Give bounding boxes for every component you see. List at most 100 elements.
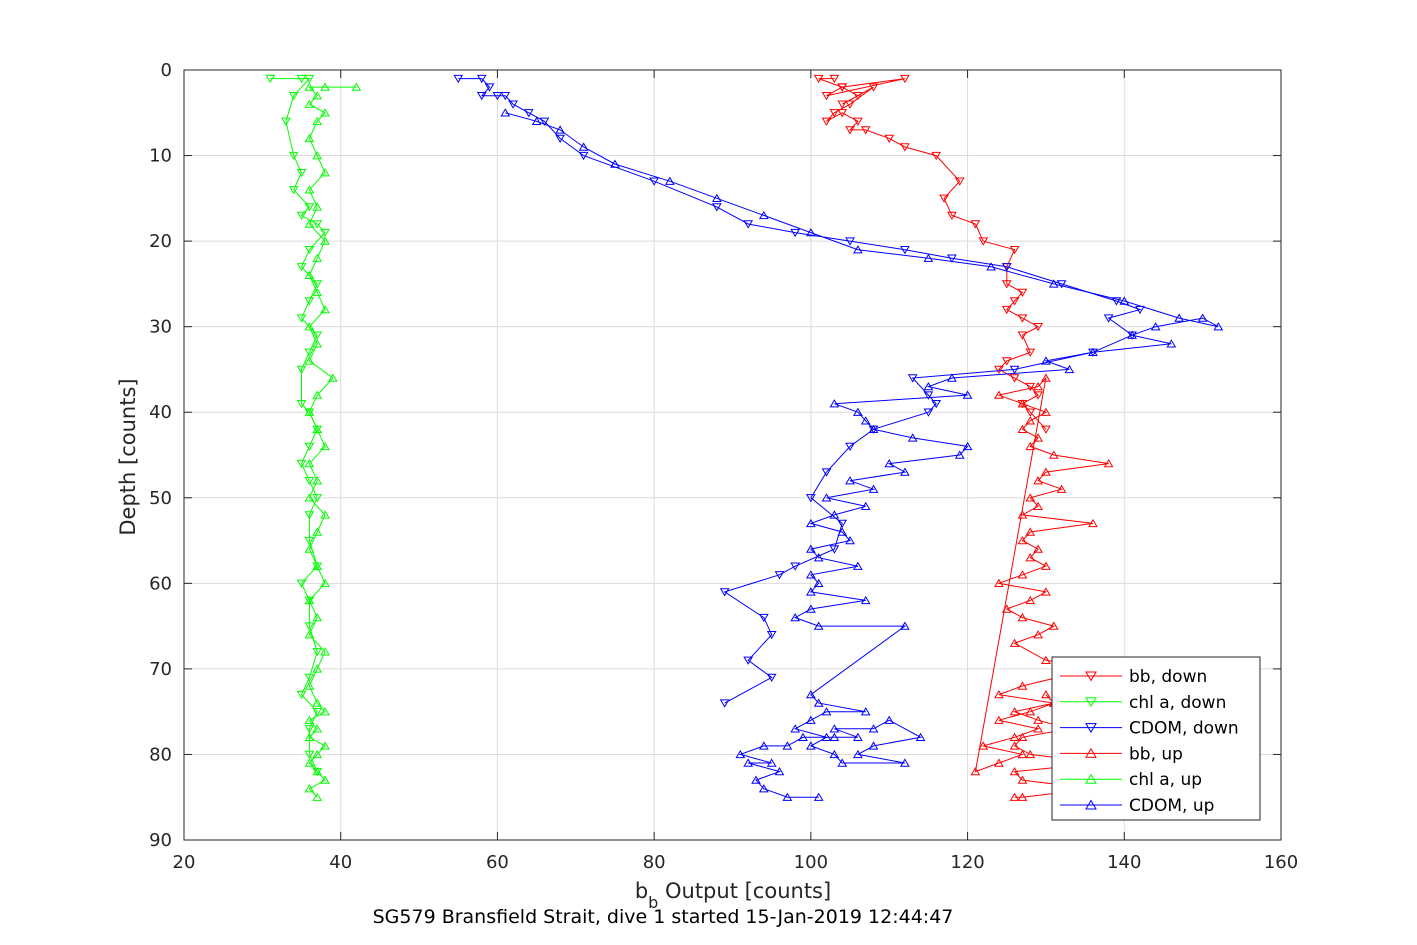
axis-ticks: 20 40 60 80 100 120 140 160 0 10 20 30 40 50 60 70 80 90: [149, 60, 1298, 873]
data-point: [766, 673, 777, 683]
data-point: [805, 689, 816, 699]
data-point: [1088, 347, 1098, 357]
data-point: [304, 476, 315, 486]
legend-entry: chl a, up: [1060, 770, 1202, 790]
data-point: [845, 442, 855, 452]
series-layer: [265, 74, 1224, 801]
data-point: [813, 792, 824, 801]
data-point: [900, 74, 910, 84]
data-point: [304, 407, 315, 416]
data-point: [304, 595, 315, 605]
data-point: [320, 775, 330, 784]
data-point: [821, 468, 832, 477]
data-point: [1017, 775, 1028, 784]
data-point: [1041, 425, 1051, 434]
data-point: [484, 83, 495, 92]
legend-marker: [1085, 773, 1097, 784]
data-point: [320, 168, 330, 177]
data-point: [312, 766, 323, 776]
data-point: [304, 356, 315, 365]
data-point: [805, 518, 816, 528]
data-point: [555, 125, 565, 134]
data-point: [312, 280, 323, 289]
data-point: [805, 494, 816, 503]
data-point: [813, 553, 824, 562]
data-point: [829, 399, 840, 408]
data-point: [907, 433, 918, 442]
data-point: [931, 399, 942, 409]
data-point: [304, 219, 315, 228]
data-point: [868, 484, 879, 493]
data-point: [1025, 707, 1036, 716]
data-point: [453, 74, 464, 84]
y-tick-label: 80: [149, 744, 172, 765]
data-point: [304, 630, 315, 639]
data-point: [970, 220, 981, 229]
data-point: [1174, 313, 1185, 322]
data-point: [312, 202, 323, 211]
data-point: [923, 408, 934, 417]
data-point: [649, 177, 660, 186]
data-point: [1009, 245, 1020, 255]
data-point: [304, 758, 315, 767]
data-point: [1041, 587, 1051, 596]
data-point: [304, 297, 315, 306]
data-point: [578, 142, 589, 151]
data-point: [805, 227, 816, 237]
data-point: [829, 74, 840, 84]
data-point: [1041, 655, 1051, 665]
data-point: [578, 151, 589, 161]
data-point: [1025, 595, 1036, 605]
data-point: [852, 117, 863, 126]
data-point: [1001, 305, 1012, 315]
data-point: [312, 724, 323, 733]
grid-lines: [184, 70, 1281, 840]
data-point: [758, 613, 769, 623]
chart-title: SG579 Bransfield Strait, dive 1 started …: [373, 906, 954, 928]
data-point: [947, 211, 957, 221]
data-point: [1017, 288, 1028, 298]
data-point: [829, 724, 840, 733]
data-point: [320, 82, 330, 91]
data-point: [845, 476, 855, 485]
data-point: [1025, 441, 1036, 451]
data-point: [758, 741, 769, 750]
data-point: [288, 186, 299, 195]
y-tick-label: 0: [161, 60, 172, 81]
x-tick-label: 60: [486, 852, 509, 873]
data-point: [884, 458, 895, 468]
data-point: [1025, 527, 1036, 536]
data-point: [1041, 407, 1051, 416]
data-point: [1111, 297, 1122, 306]
data-point: [1150, 322, 1161, 331]
data-point: [790, 228, 801, 238]
legend-label: chl a, up: [1129, 770, 1202, 790]
data-point: [1009, 638, 1020, 647]
data-point: [1197, 313, 1208, 322]
legend-entry: CDOM, down: [1060, 719, 1239, 739]
data-point: [743, 758, 754, 767]
data-point: [1009, 732, 1020, 742]
data-point: [1033, 322, 1043, 332]
data-point: [837, 83, 848, 92]
data-point: [1033, 433, 1043, 442]
x-tick-label: 20: [173, 852, 196, 873]
data-point: [320, 741, 330, 750]
data-point: [805, 715, 816, 724]
data-point: [1213, 322, 1224, 331]
legend-label: CDOM, up: [1129, 796, 1214, 816]
data-point: [312, 287, 323, 297]
data-point: [328, 373, 338, 382]
data-point: [280, 117, 291, 126]
series-4: [304, 82, 362, 801]
data-point: [1041, 373, 1051, 382]
data-point: [884, 715, 895, 724]
data-point: [829, 545, 840, 554]
data-point: [1009, 707, 1020, 716]
data-point: [978, 741, 989, 750]
y-tick-label: 30: [149, 317, 172, 338]
data-point: [304, 442, 315, 452]
data-point: [304, 732, 315, 742]
data-point: [304, 133, 315, 143]
data-point: [1033, 476, 1043, 485]
